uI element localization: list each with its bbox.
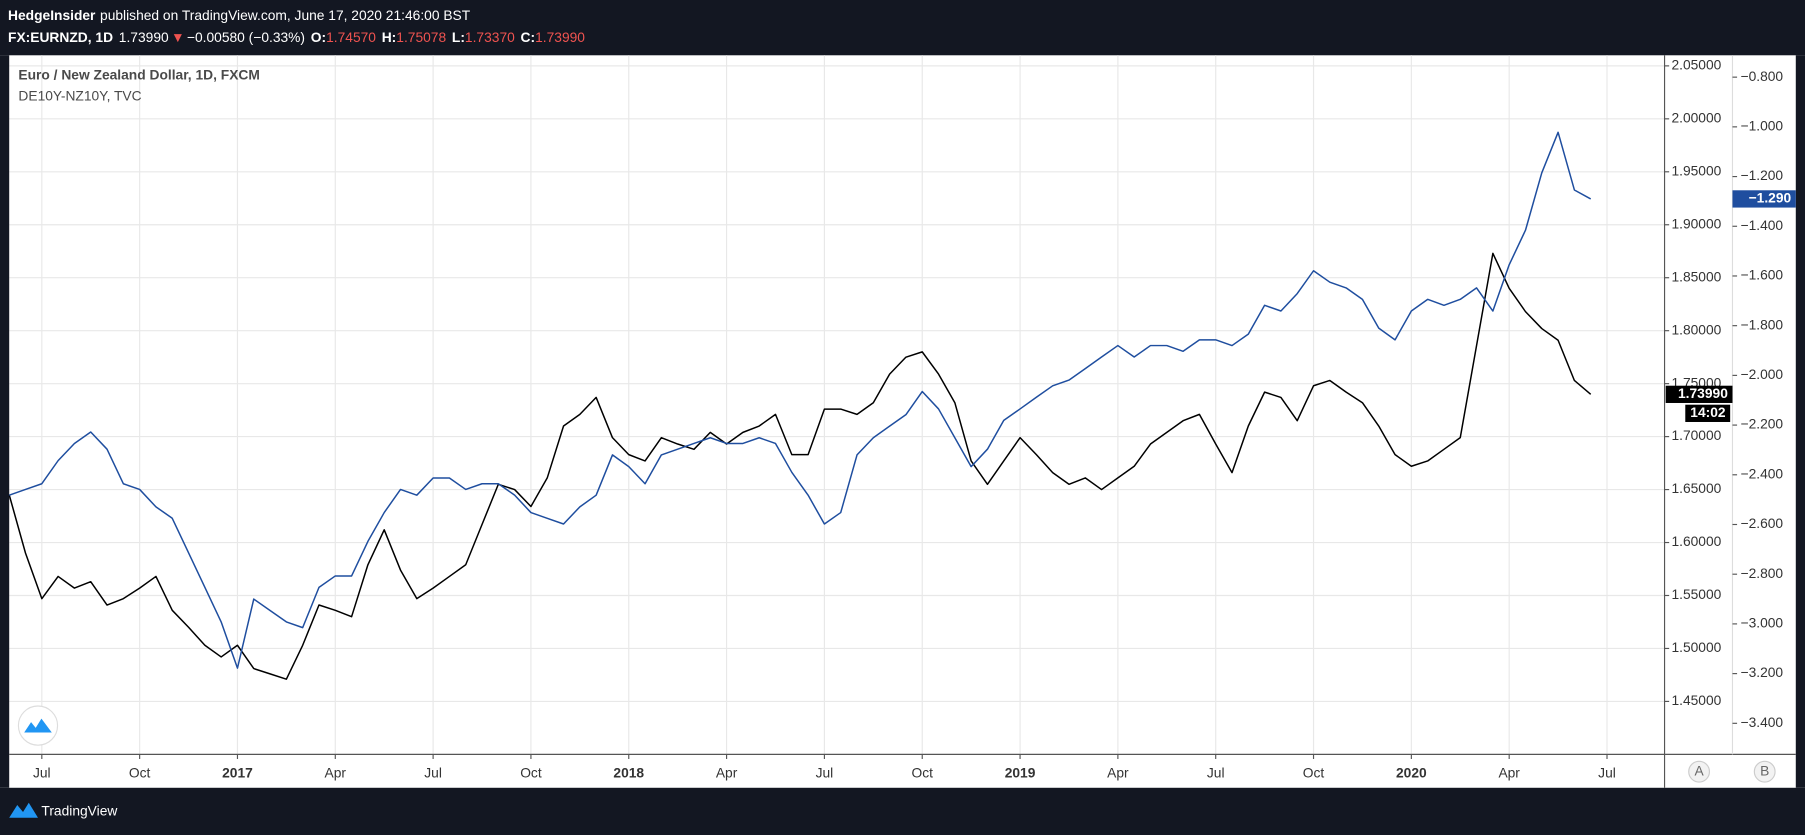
y2-tick-label: −3.000 xyxy=(1741,615,1784,631)
close-label: C: xyxy=(521,29,536,45)
close: 1.73990 xyxy=(535,29,585,45)
y-tick-label: 1.85000 xyxy=(1671,268,1721,284)
y2-tick-label: −1.600 xyxy=(1741,267,1784,283)
high: 1.75078 xyxy=(396,29,446,45)
footer-bar xyxy=(0,787,1805,835)
y2-tick-label: −0.800 xyxy=(1741,68,1784,84)
header-line-1: HedgeInsider published on TradingView.com… xyxy=(8,7,471,23)
axis-button-label[interactable]: A xyxy=(1694,762,1704,778)
x-tick-label: 2019 xyxy=(1005,765,1036,781)
x-tick-label: Apr xyxy=(325,765,347,781)
last-value-box xyxy=(1665,385,1733,403)
y2-tick-label: −3.400 xyxy=(1741,714,1784,730)
y-tick-label: 1.60000 xyxy=(1671,533,1721,549)
y2-tick-label: −1.200 xyxy=(1741,167,1784,183)
series-line xyxy=(8,252,1592,680)
y2-tick-label: −1.000 xyxy=(1741,117,1784,133)
published: published on TradingView.com, June 17, 2… xyxy=(100,7,471,23)
y-tick-label: 1.80000 xyxy=(1671,321,1721,337)
y-tick-label: 1.55000 xyxy=(1671,586,1721,602)
y-tick-label: 1.70000 xyxy=(1671,427,1721,443)
footer-logo xyxy=(9,802,38,818)
open-label: O: xyxy=(311,29,326,45)
x-tick-label: Oct xyxy=(1303,765,1325,781)
y-tick-label: 1.90000 xyxy=(1671,215,1721,231)
series-line xyxy=(8,131,1592,669)
tv-badge xyxy=(17,705,59,746)
x-tick-label: Jul xyxy=(33,765,51,781)
x-tick-label: Apr xyxy=(1498,765,1520,781)
y-tick-label: 1.50000 xyxy=(1671,639,1721,655)
x-tick-label: Oct xyxy=(129,765,151,781)
y2-tick-label: −2.600 xyxy=(1741,515,1784,531)
y-tick-label: 1.65000 xyxy=(1671,480,1721,496)
x-tick-label: Jul xyxy=(1598,765,1616,781)
x-tick-label: Apr xyxy=(716,765,738,781)
last-value-box xyxy=(1732,190,1796,208)
x-tick-label: Oct xyxy=(912,765,934,781)
symbol: FX:EURNZD, 1D xyxy=(8,29,113,45)
high-label: H: xyxy=(382,29,397,45)
y2-tick-label: −1.400 xyxy=(1741,217,1784,233)
last-value-label: 1.73990 xyxy=(1678,385,1728,401)
y2-tick-label: −2.400 xyxy=(1741,465,1784,481)
open: 1.74570 xyxy=(326,29,376,45)
low: 1.73370 xyxy=(465,29,515,45)
y-tick-label: 1.95000 xyxy=(1671,162,1721,178)
x-tick-label: Apr xyxy=(1107,765,1129,781)
x-tick-label: Oct xyxy=(520,765,542,781)
axis-button[interactable] xyxy=(1688,760,1711,783)
y2-tick-label: −1.800 xyxy=(1741,316,1784,332)
y2-tick-label: −2.800 xyxy=(1741,565,1784,581)
header-line-2: FX:EURNZD, 1D 1.73990 ▼ −0.00580 (−0.33%) O:… xyxy=(8,29,585,45)
y2-tick-label: −2.200 xyxy=(1741,416,1784,432)
axis-button-label[interactable]: B xyxy=(1760,762,1769,778)
legend-entry: Euro / New Zealand Dollar, 1D, FXCM xyxy=(18,67,259,83)
x-tick-label: Jul xyxy=(424,765,442,781)
y-tick-label: 1.45000 xyxy=(1671,692,1721,708)
author: HedgeInsider xyxy=(8,7,96,23)
x-tick-label: 2018 xyxy=(613,765,644,781)
countdown-label: 14:02 xyxy=(1690,404,1726,420)
header-bar xyxy=(0,0,1805,56)
axis-button[interactable] xyxy=(1753,760,1776,783)
legend-entry: DE10Y-NZ10Y, TVC xyxy=(18,87,141,103)
x-tick-label: Jul xyxy=(1207,765,1225,781)
axes xyxy=(0,55,1805,788)
x-tick-label: 2017 xyxy=(222,765,253,781)
x-tick-label: Jul xyxy=(816,765,834,781)
y2-tick-label: −3.200 xyxy=(1741,664,1784,680)
y-tick-label: 2.00000 xyxy=(1671,109,1721,125)
footer-brand: TradingView xyxy=(41,803,117,819)
x-tick-label: 2020 xyxy=(1396,765,1427,781)
last-value-label: −1.290 xyxy=(1749,190,1792,206)
grid xyxy=(9,55,1665,755)
marks xyxy=(8,131,1592,680)
last: 1.73990 xyxy=(119,29,169,45)
y-tick-label: 2.05000 xyxy=(1671,57,1721,73)
change: −0.00580 (−0.33%) xyxy=(187,29,305,45)
y2-tick-label: −2.000 xyxy=(1741,366,1784,382)
arrow: ▼ xyxy=(171,29,185,45)
low-label: L: xyxy=(452,29,465,45)
countdown-box xyxy=(1685,404,1731,422)
